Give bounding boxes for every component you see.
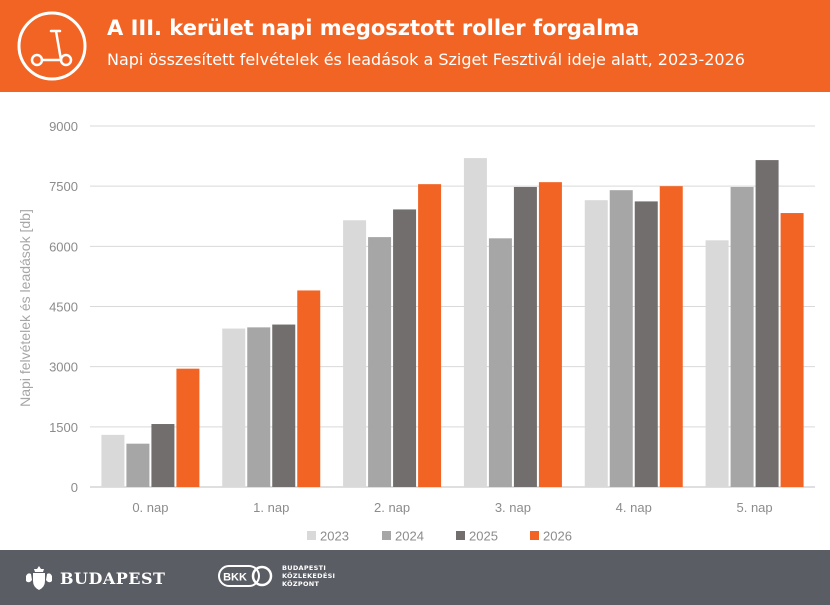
- legend-swatch-2025: [456, 531, 465, 540]
- x-tick-label: 4. nap: [616, 500, 652, 515]
- legend-swatch-2023: [307, 531, 316, 540]
- footer: BUDAPEST BKK BUDAPESTI KÖZLEKEDÉSI KÖZPO…: [0, 550, 830, 605]
- bkk-logo: BKK BUDAPESTI KÖZLEKEDÉSI KÖZPONT: [218, 562, 335, 590]
- x-tick-label: 0. nap: [132, 500, 168, 515]
- bkk-line-1: BUDAPESTI: [282, 564, 327, 572]
- x-tick-label: 5. nap: [737, 500, 773, 515]
- gridlines: [90, 125, 815, 488]
- bar-2023: [222, 328, 246, 487]
- bar-2023: [705, 240, 729, 487]
- y-tick-label: 3000: [49, 360, 78, 375]
- bar-2023: [463, 158, 487, 487]
- budapest-coat-of-arms-icon: [26, 566, 52, 590]
- bkk-name: BUDAPESTI KÖZLEKEDÉSI KÖZPONT: [282, 564, 335, 588]
- chart-subtitle: Napi összesített felvételek és leadások …: [107, 50, 745, 69]
- bar-2025: [151, 424, 175, 487]
- bar-2024: [730, 186, 754, 488]
- bar-2023: [584, 200, 608, 487]
- x-tick-label: 3. nap: [495, 500, 531, 515]
- bkk-badge-icon: BKK: [218, 565, 273, 587]
- y-tick-label: 6000: [49, 239, 78, 254]
- scooter-icon: [17, 11, 87, 81]
- y-tick-label: 7500: [49, 179, 78, 194]
- y-tick-label: 0: [71, 480, 78, 495]
- budapest-label: BUDAPEST: [60, 568, 166, 588]
- header-banner: A III. kerület napi megosztott roller fo…: [0, 0, 830, 92]
- bar-chart: 0 1500 3000 4500 6000 7500 9000 Napi felvétele…: [17, 119, 815, 544]
- bkk-line-3: KÖZPONT: [282, 580, 320, 588]
- bar-2025: [393, 209, 417, 487]
- legend-label: 2026: [543, 529, 572, 544]
- bkk-label: BKK: [223, 572, 247, 584]
- legend-swatch-2026: [530, 531, 539, 540]
- y-tick-label: 9000: [49, 119, 78, 134]
- bar-2025: [755, 160, 779, 487]
- bar-2024: [368, 237, 392, 487]
- y-axis-ticks: 0 1500 3000 4500 6000 7500 9000: [49, 119, 78, 495]
- bar-2023: [101, 434, 125, 487]
- x-axis-ticks: 0. nap 1. nap 2. nap 3. nap 4. nap 5. nap: [132, 500, 772, 515]
- bars: [101, 158, 804, 488]
- x-tick-label: 2. nap: [374, 500, 410, 515]
- legend-swatch-2024: [382, 531, 391, 540]
- bkk-line-2: KÖZLEKEDÉSI: [282, 572, 336, 580]
- x-tick-label: 1. nap: [253, 500, 289, 515]
- bar-2024: [126, 443, 150, 487]
- bar-2024: [247, 327, 271, 487]
- chart-title: A III. kerület napi megosztott roller fo…: [107, 16, 640, 40]
- legend-label: 2023: [320, 529, 349, 544]
- legend-label: 2025: [469, 529, 498, 544]
- bar-2026: [297, 290, 321, 487]
- bar-2026: [176, 368, 200, 487]
- y-tick-label: 4500: [49, 300, 78, 315]
- bar-2026: [538, 182, 562, 487]
- legend: 2023 2024 2025 2026: [307, 529, 572, 544]
- bar-2024: [488, 238, 512, 487]
- budapest-logo: BUDAPEST: [24, 564, 165, 592]
- legend-label: 2024: [395, 529, 424, 544]
- y-axis-label: Napi felvételek és leadások [db]: [17, 209, 33, 407]
- bar-2023: [343, 220, 367, 487]
- bar-2024: [609, 190, 633, 487]
- bar-2025: [513, 186, 537, 488]
- bar-2025: [634, 201, 658, 488]
- bar-2026: [659, 186, 683, 487]
- bar-2026: [418, 184, 442, 487]
- bar-2026: [780, 213, 804, 487]
- bar-2025: [272, 324, 296, 487]
- y-tick-label: 1500: [49, 420, 78, 435]
